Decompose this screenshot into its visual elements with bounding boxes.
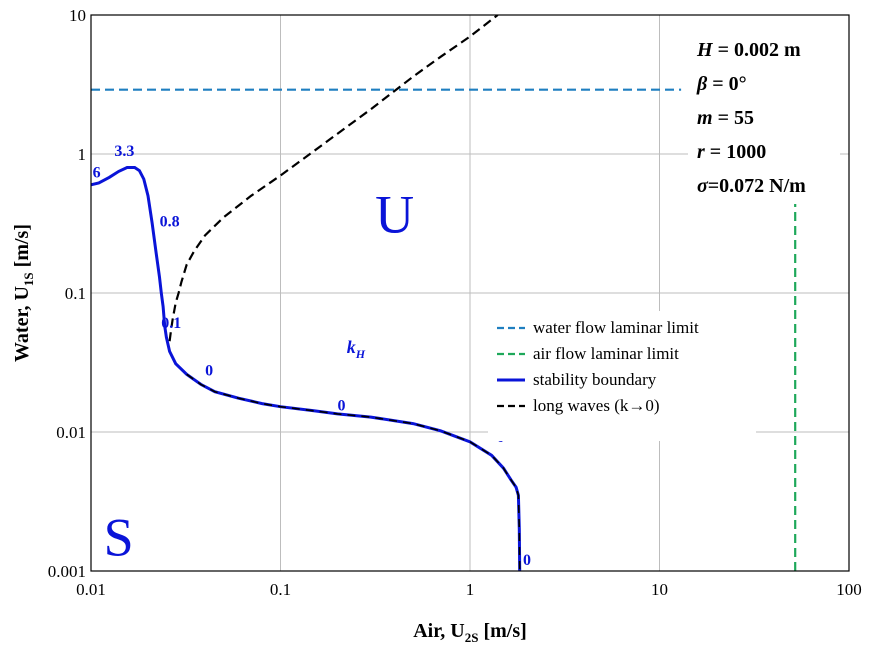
y-axis-title: Water, U1S [m/s] [11,224,36,362]
legend-label: stability boundary [533,370,657,389]
series-line [168,15,499,342]
legend-label: long waves (k→0) [533,396,660,415]
wavenumber-value: 0.1 [161,315,181,332]
parameters: H = 0.002 m β = 0° m = 55 r = 1000 σ=0.072 N… [696,39,806,197]
series-line-overlay [186,373,521,571]
y-tick-label: 0.1 [65,284,86,303]
legend: water flow laminar limit air flow laminar… [497,318,699,415]
parameters-background [688,28,840,204]
parameter-label: m = 55 [697,107,754,129]
x-tick-label: 10 [651,580,668,599]
wavenumber-value: 3.3 [114,143,134,160]
wavenumber-value: 0 [338,397,346,414]
parameter-label: σ=0.072 N/m [697,175,806,197]
parameter-label: β = 0° [696,73,747,95]
y-tick-label: 0.01 [56,423,86,442]
legend-background [488,311,756,441]
legend-label: water flow laminar limit [533,318,699,337]
y-tick-label: 10 [69,6,86,25]
wavenumber-value: 0.8 [160,214,180,231]
x-tick-label: 100 [836,580,862,599]
wavenumber-value: 0 [205,362,213,379]
wavenumber-value: 0 [523,552,531,569]
legend-label: air flow laminar limit [533,344,679,363]
wavenumber-label: kH [347,337,366,361]
parameter-label: r = 1000 [697,141,766,163]
parameter-label: H = 0.002 m [696,39,801,61]
region-label: U [375,184,414,244]
x-tick-label: 0.1 [270,580,291,599]
plot-frame [90,14,850,572]
region-label: S [104,508,134,568]
y-tick-label: 1 [78,145,87,164]
x-axis-title: Air, U2S [m/s] [413,620,527,645]
y-tick-label: 0.001 [48,562,86,581]
x-tick-label: 0.01 [76,580,106,599]
wavenumber-value: 6 [93,164,101,181]
x-tick-label: 1 [466,580,475,599]
series-layer [91,15,797,571]
series-line [91,166,522,571]
